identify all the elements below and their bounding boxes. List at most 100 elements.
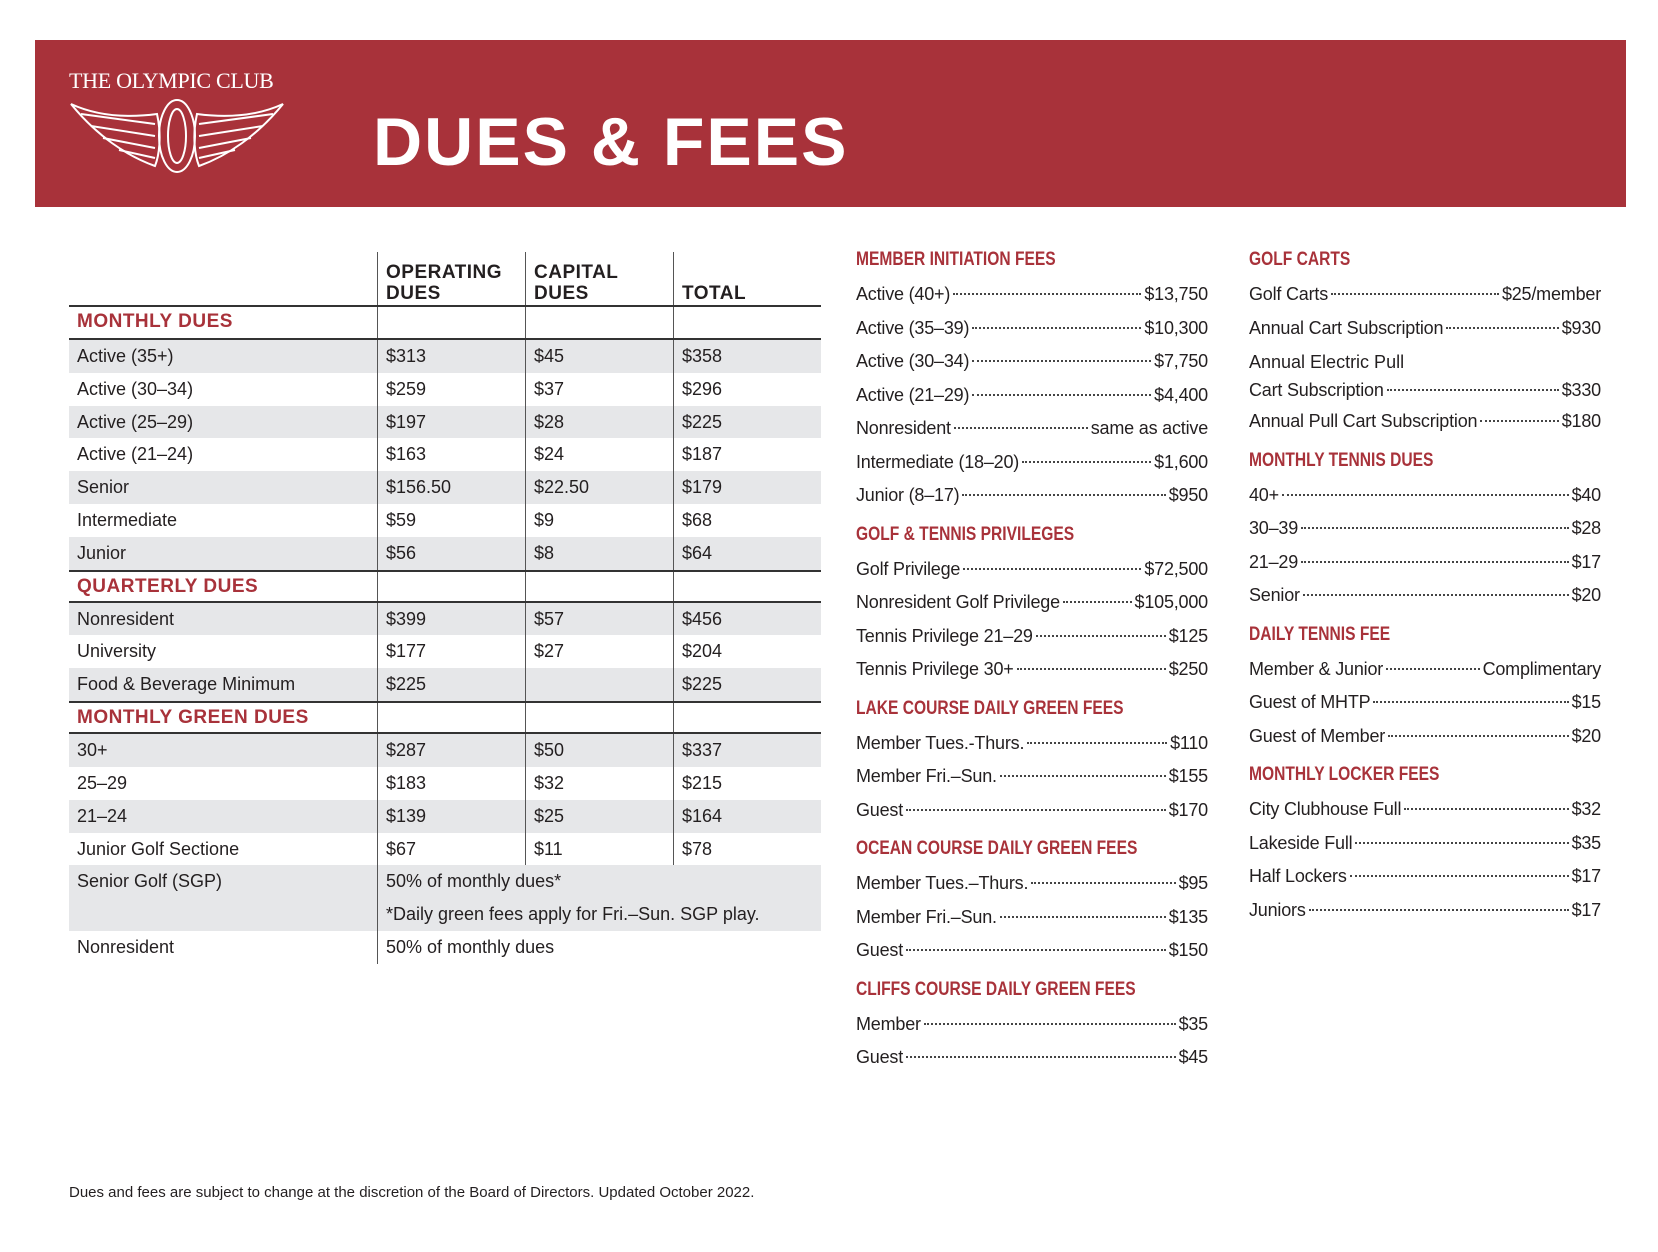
fee-item-label: Active (30–34) [856,351,970,371]
fee-item-value: same as active [1090,418,1208,438]
header-total: TOTAL [673,252,821,305]
table-row: *Daily green fees apply for Fri.–Sun. SG… [69,898,821,932]
fee-item: Active (35–39) $10,300 [856,312,1208,346]
dot-leader [1031,882,1176,884]
dot-leader [1373,701,1569,703]
operating-dues-cell: $59 [377,504,525,537]
fee-item: Guest $45 [856,1041,1208,1075]
table-section-heading: MONTHLY DUES [69,307,821,340]
fee-item: Junior (8–17) $950 [856,479,1208,513]
fee-item: Active (21–29) $4,400 [856,379,1208,413]
dot-leader [1302,594,1569,596]
fee-item: Member & Junior Complimentary [1249,653,1601,687]
dot-leader [1386,667,1480,670]
table-row: Senior Golf (SGP) 50% of monthly dues* [69,865,821,899]
fee-item-value: $1,600 [1154,451,1208,472]
fee-section-heading: MONTHLY TENNIS DUES [1249,447,1601,479]
footer-note: Dues and fees are subject to change at t… [69,1184,755,1201]
fee-item-value: $17 [1571,866,1602,886]
total-cell: $215 [673,766,821,800]
winged-o-logo-icon [70,99,284,173]
column-divider [673,307,821,338]
capital-dues-cell: $9 [525,504,673,537]
capital-dues-cell: $32 [525,766,673,800]
fee-item: Nonresident same as active [856,412,1208,446]
table-section-heading: QUARTERLY DUES [69,569,821,603]
total-cell: $358 [673,339,821,373]
operating-dues-cell: $313 [377,339,525,373]
fee-item-label: 40+ [1249,484,1279,505]
fee-section-heading: DAILY TENNIS FEE [1249,621,1601,653]
header-operating-dues: OPERATING DUES [377,252,525,305]
fee-item-label: Lakeside Full [1249,832,1353,853]
dot-leader [1331,293,1499,295]
fee-item-label: Member Tues.–Thurs. [856,873,1029,893]
table-row: Nonresident $399 $57 $456 [69,602,821,636]
fee-section-title: LAKE COURSE DAILY GREEN FEES [856,697,1124,719]
total-cell: $204 [673,635,821,669]
fee-item: Member Tues.-Thurs. $110 [856,727,1208,761]
table-row: Active (35+) $313 $45 $358 [69,339,821,373]
dot-leader [1301,527,1569,529]
total-cell: $456 [673,602,821,636]
fee-item: Intermediate (18–20) $1,600 [856,446,1208,480]
fee-item-value: Complimentary [1482,658,1602,679]
fee-item: Annual Pull Cart Subscription $180 [1249,405,1601,439]
fee-section-title: DAILY TENNIS FEE [1249,623,1391,645]
fee-section-title: GOLF CARTS [1249,249,1351,270]
fee-section-title: MEMBER INITIATION FEES [856,249,1056,270]
fee-item-value: $32 [1571,799,1602,819]
fee-item: Senior $20 [1249,579,1601,613]
fee-item-value: $45 [1178,1047,1209,1067]
table-body: MONTHLY DUES Active (35+) $313 $45 $358 Activ… [69,307,821,964]
section-title: MONTHLY DUES [77,311,233,332]
fee-item: Member Tues.–Thurs. $95 [856,867,1208,901]
row-label: Senior [69,471,377,505]
operating-dues-cell: $56 [377,536,525,570]
fee-item-label: Guest [856,1047,904,1067]
fee-section-heading: GOLF CARTS [1249,246,1601,278]
total-cell: $164 [673,799,821,833]
fee-item-label: Guest [856,799,904,820]
fee-item-label: 30–39 [1249,518,1299,538]
fee-item-label: Nonresident Golf Privilege [856,592,1060,612]
header-label [69,252,377,305]
fee-item: 21–29 $17 [1249,546,1601,580]
capital-dues-cell: $27 [525,635,673,669]
fee-item-label: Half Lockers [1249,866,1347,886]
fee-item: Half Lockers $17 [1249,860,1601,894]
dot-leader [1388,734,1569,737]
fee-item-value: $4,400 [1154,384,1208,405]
fee-item-label: Intermediate (18–20) [856,451,1020,472]
fee-item-label-line: Annual Electric Pull [1249,352,1405,372]
table-section-heading: MONTHLY GREEN DUES [69,701,821,734]
operating-dues-cell: $287 [377,733,525,767]
fee-item-label: City Clubhouse Full [1249,799,1402,819]
fee-item: Annual Cart Subscription $930 [1249,312,1601,346]
fee-item-label: Active (21–29) [856,384,970,405]
fee-item-label: Tennis Privilege 30+ [856,659,1014,679]
table-row: Active (30–34) $259 $37 $296 [69,372,821,406]
dot-leader [1301,560,1569,563]
operating-dues-cell: $139 [377,799,525,833]
fee-item: Guest of Member $20 [1249,720,1601,754]
row-label: 30+ [69,733,377,767]
fee-item: Guest $170 [856,794,1208,828]
dot-leader [906,949,1166,951]
column-divider [673,703,821,732]
dot-leader [906,1056,1176,1058]
fee-item-value: $180 [1561,411,1601,431]
middle-fee-column: MEMBER INITIATION FEES Active (40+) $13,75… [856,246,1208,1075]
fee-section-title: CLIFFS COURSE DAILY GREEN FEES [856,978,1136,1000]
row-label: 21–24 [69,799,377,833]
club-logo-text: THE OLYMPIC CLUB [69,68,274,93]
fee-item-value: $125 [1168,625,1208,646]
fee-item: Member Fri.–Sun. $155 [856,760,1208,794]
fee-item-label: Member Fri.–Sun. [856,766,997,786]
table-row: University $177 $27 $204 [69,635,821,669]
table-row: Nonresident 50% of monthly dues [69,931,821,964]
fee-item-label: Cart Subscription [1249,380,1384,400]
table-row: Active (21–24) $163 $24 $187 [69,438,821,472]
fee-item: Guest $150 [856,934,1208,968]
fee-item-label: Member [856,1013,921,1034]
